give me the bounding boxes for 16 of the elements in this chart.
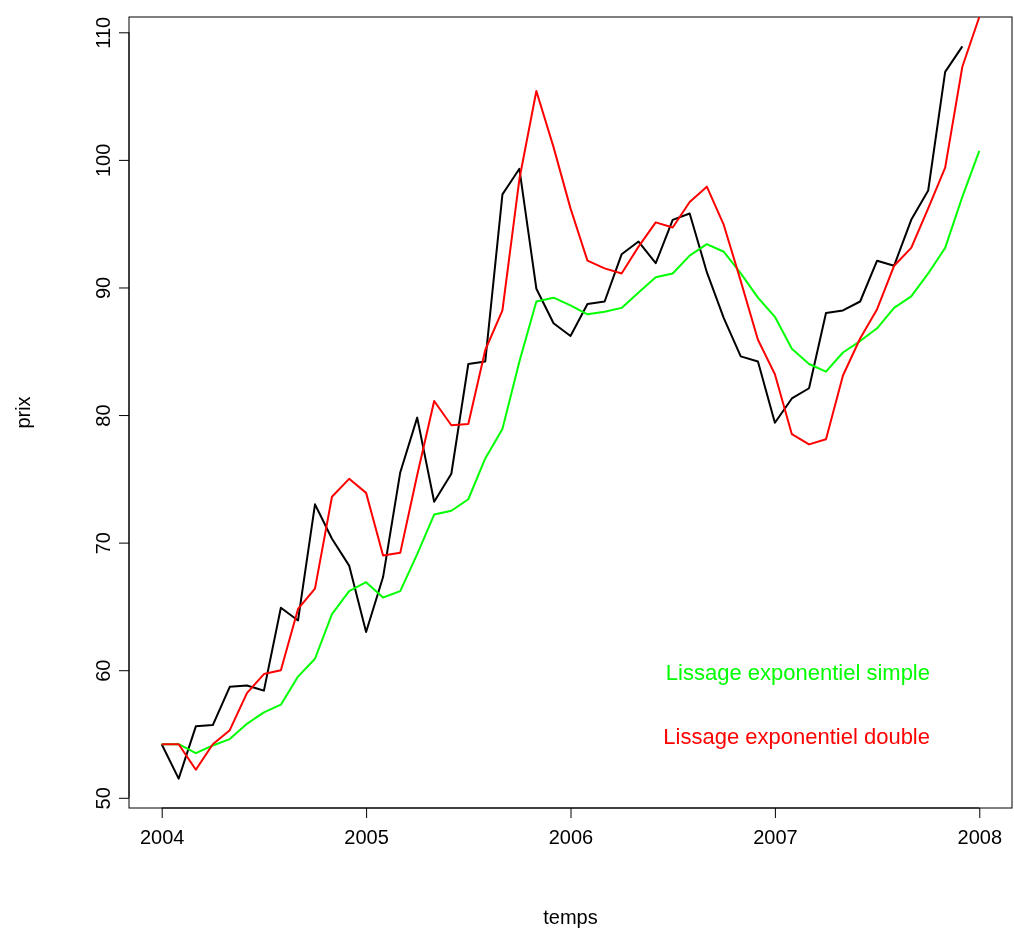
x-tick-label: 2008 xyxy=(957,826,1003,849)
y-axis-title: prix xyxy=(12,396,34,429)
y-tick-label: 60 xyxy=(92,659,114,682)
x-tick-label: 2007 xyxy=(753,826,798,849)
x-tick-label: 2005 xyxy=(344,826,389,849)
y-tick-label: 80 xyxy=(92,404,114,427)
y-tick-label: 70 xyxy=(92,532,114,555)
text: Lissage exponentiel double xyxy=(663,724,930,749)
y-tick-label: 90 xyxy=(92,276,114,300)
x-axis-title: temps xyxy=(543,906,598,928)
y-tick-label: 110 xyxy=(92,16,114,49)
x-tick-label: 2006 xyxy=(548,826,594,849)
x-tick-label: 2004 xyxy=(139,826,185,849)
y-tick-label: 100 xyxy=(92,143,114,178)
text: Lissage exponentiel simple xyxy=(665,660,930,685)
y-tick-label: 50 xyxy=(92,787,114,810)
